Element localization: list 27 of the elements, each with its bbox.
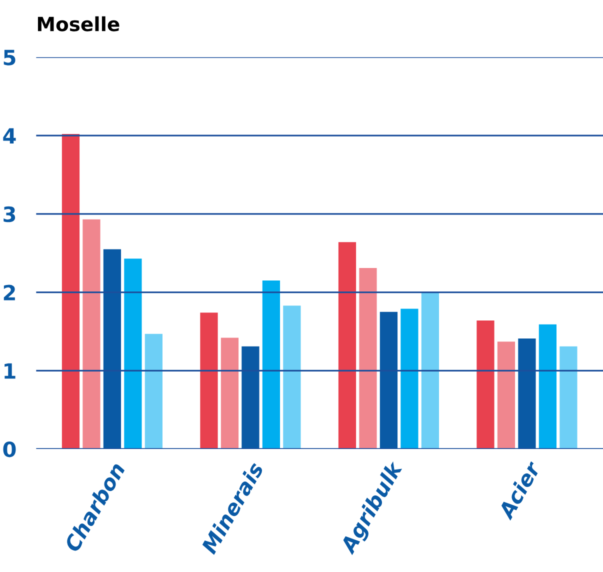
y-tick-label: 4 — [3, 128, 16, 144]
bar — [62, 134, 80, 450]
chart-title: Moselle — [38, 16, 120, 32]
bar — [283, 306, 301, 450]
bar — [421, 292, 439, 450]
y-tick-label: 1 — [4, 363, 16, 379]
bar — [380, 312, 398, 450]
y-tick-label: 2 — [4, 284, 15, 300]
y-tick-label: 5 — [4, 50, 16, 66]
bar — [262, 280, 280, 450]
bar — [144, 334, 163, 450]
bar — [518, 338, 536, 450]
bar — [124, 258, 142, 450]
bar — [220, 338, 239, 450]
bar — [476, 320, 494, 450]
bar — [560, 346, 578, 450]
bar — [359, 268, 377, 450]
bar — [82, 219, 100, 450]
bar — [242, 346, 260, 450]
bar — [338, 242, 356, 450]
bar — [497, 342, 516, 450]
bar — [200, 312, 218, 450]
y-tick-label: 0 — [3, 441, 16, 458]
y-tick-label: 3 — [4, 206, 16, 222]
bar — [400, 308, 418, 450]
bar — [538, 324, 557, 450]
bar — [103, 249, 122, 450]
